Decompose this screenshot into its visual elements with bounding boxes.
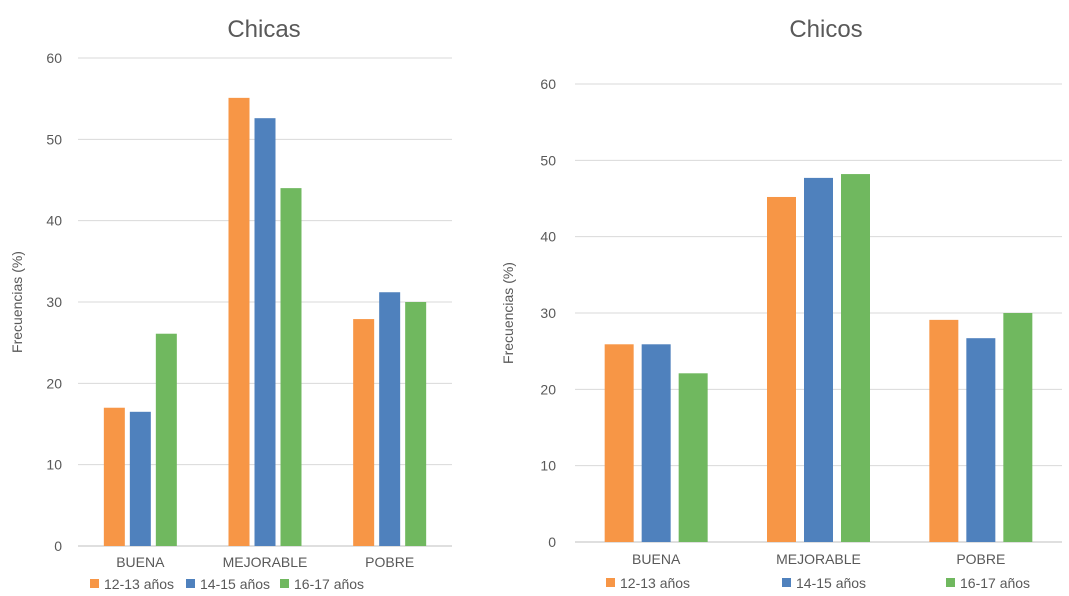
bar — [804, 177, 833, 542]
bars — [103, 97, 427, 546]
bar — [929, 319, 959, 542]
bar — [604, 344, 634, 542]
bar — [966, 338, 996, 542]
chart-title: Chicos — [789, 16, 862, 43]
chart-chicos: Chicos Frecuencias (%) 0 10 20 30 40 50 60 BUE… — [500, 16, 1062, 591]
bar — [405, 302, 427, 546]
category-label: BUENA — [632, 551, 681, 567]
bar — [129, 411, 151, 546]
y-tick-label: 60 — [46, 50, 62, 66]
legend-label: 14-15 años — [200, 576, 270, 592]
legend-label: 16-17 años — [294, 576, 364, 592]
y-tick-label: 0 — [548, 534, 556, 550]
legend-swatch — [90, 579, 99, 588]
y-tick-label: 10 — [46, 457, 62, 473]
y-axis-label: Frecuencias (%) — [500, 262, 516, 364]
category-labels: BUENA MEJORABLE POBRE — [116, 554, 414, 570]
y-tick-label: 40 — [46, 213, 62, 229]
legend-swatch — [946, 578, 955, 587]
y-tick-labels: 0 10 20 30 40 50 60 — [46, 50, 62, 554]
bars — [604, 174, 1033, 542]
bar — [228, 97, 250, 546]
y-tick-label: 20 — [540, 381, 556, 397]
bar — [280, 188, 302, 546]
chart-chicas: Chicas Frecuencias (%) 0 10 20 30 40 50 60 BUE… — [9, 16, 452, 592]
y-tick-label: 50 — [46, 131, 62, 147]
bar — [641, 344, 671, 542]
category-label: POBRE — [956, 551, 1005, 567]
legend: 12-13 años 14-15 años 16-17 años — [90, 576, 364, 592]
y-tick-label: 40 — [540, 229, 556, 245]
category-label: BUENA — [116, 554, 165, 570]
bar — [379, 292, 401, 546]
y-tick-label: 30 — [540, 305, 556, 321]
category-labels: BUENA MEJORABLE POBRE — [632, 551, 1005, 567]
y-tick-label: 10 — [540, 458, 556, 474]
legend-label: 12-13 años — [620, 575, 690, 591]
bar — [103, 407, 125, 546]
y-tick-label: 0 — [54, 538, 62, 554]
category-label: MEJORABLE — [776, 551, 861, 567]
bar — [841, 174, 870, 542]
legend-swatch — [606, 578, 615, 587]
bar — [678, 373, 708, 542]
bar — [254, 118, 276, 546]
y-tick-label: 30 — [46, 294, 62, 310]
legend-label: 12-13 años — [104, 576, 174, 592]
legend: 12-13 años 14-15 años 16-17 años — [606, 575, 1030, 591]
y-tick-labels: 0 10 20 30 40 50 60 — [540, 76, 556, 550]
legend-swatch — [782, 578, 791, 587]
chart-title: Chicas — [227, 16, 300, 43]
bar — [767, 196, 796, 542]
category-label: MEJORABLE — [223, 554, 308, 570]
bar — [155, 333, 177, 546]
y-tick-label: 20 — [46, 375, 62, 391]
y-tick-label: 50 — [540, 152, 556, 168]
category-label: POBRE — [365, 554, 414, 570]
legend-label: 16-17 años — [960, 575, 1030, 591]
bar — [1003, 313, 1033, 542]
y-tick-label: 60 — [540, 76, 556, 92]
bar — [353, 319, 375, 546]
legend-label: 14-15 años — [796, 575, 866, 591]
legend-swatch — [280, 579, 289, 588]
legend-swatch — [186, 579, 195, 588]
y-axis-label: Frecuencias (%) — [9, 251, 25, 353]
